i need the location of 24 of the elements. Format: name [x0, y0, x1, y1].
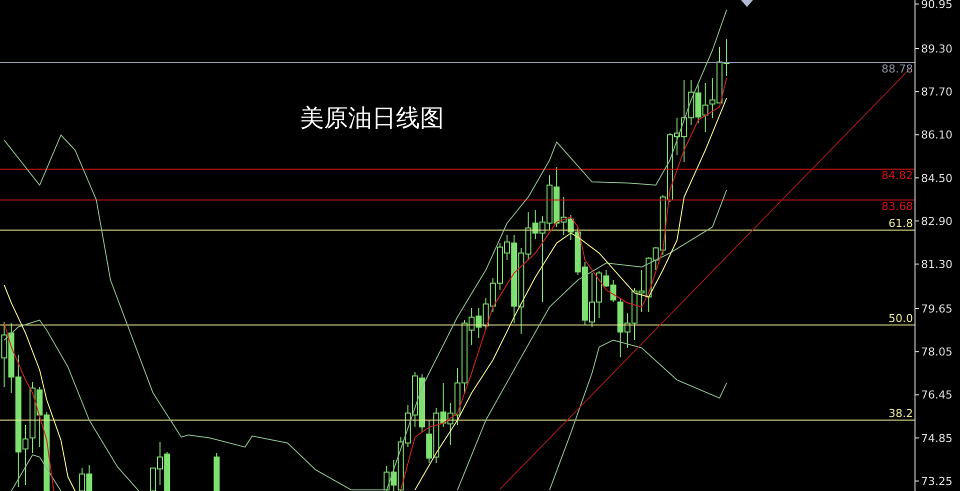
y-tick-label: 81.30	[921, 258, 952, 271]
y-tick-label: 73.25	[921, 474, 952, 488]
line-series	[4, 9, 728, 490]
y-tick-label: 89.30	[921, 42, 952, 56]
ref-line-label: 88.78	[882, 62, 913, 76]
y-tick-label: 78.05	[921, 346, 952, 359]
line-series	[4, 284, 76, 491]
text: 美原油日线图	[300, 103, 444, 134]
y-tick-label: 74.85	[921, 432, 952, 445]
ref-line-label: 83.68	[882, 200, 913, 213]
y-tick-label: 87.70	[921, 86, 952, 99]
annotation: 50.0	[888, 312, 913, 325]
ref-line-label: 84.82	[882, 169, 913, 182]
y-tick-label: 86.10	[921, 128, 952, 142]
annotation: 61.8	[888, 217, 913, 230]
y-tick-label: 82.90	[921, 214, 952, 228]
annotation: 38.2	[888, 407, 913, 420]
y-tick-label: 76.45	[921, 388, 952, 402]
line-series	[549, 340, 728, 490]
y-tick-label: 84.50	[921, 172, 952, 185]
y-tick-label: 79.65	[921, 302, 952, 316]
y-tick-label: 90.95	[921, 0, 952, 11]
line-series	[4, 322, 54, 491]
line-series	[457, 189, 728, 490]
